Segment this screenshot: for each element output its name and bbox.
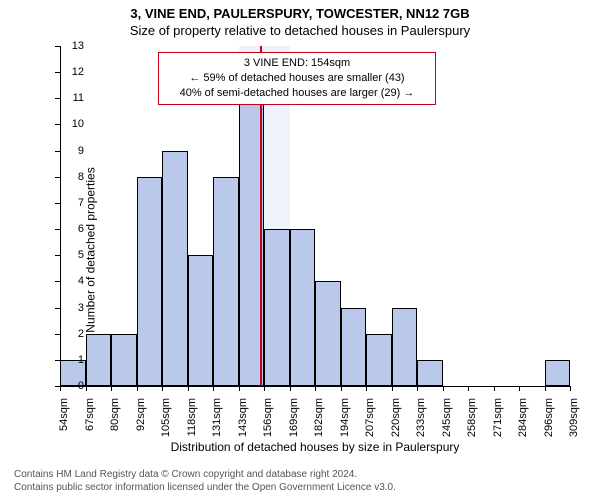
- y-tick-label: 4: [60, 275, 84, 287]
- histogram-bar: [417, 360, 443, 386]
- y-tick-label: 3: [60, 302, 84, 314]
- title-main: 3, VINE END, PAULERSPURY, TOWCESTER, NN1…: [0, 0, 600, 21]
- y-tick-label: 5: [60, 249, 84, 261]
- attribution: Contains HM Land Registry data © Crown c…: [14, 469, 396, 494]
- histogram-bar: [162, 151, 188, 386]
- histogram-bar: [392, 308, 418, 386]
- x-tick-label: 284sqm: [517, 398, 529, 437]
- y-tick-label: 2: [60, 328, 84, 340]
- y-tick-label: 6: [60, 223, 84, 235]
- x-tick-label: 309sqm: [568, 398, 580, 437]
- annotation-line3: 40% of semi-detached houses are larger (…: [165, 86, 429, 101]
- x-tick-label: 194sqm: [339, 398, 351, 437]
- y-tick-label: 13: [60, 40, 84, 52]
- y-tick-label: 8: [60, 171, 84, 183]
- histogram-bar: [290, 229, 316, 386]
- x-tick-label: 182sqm: [313, 398, 325, 437]
- histogram-bar: [86, 334, 112, 386]
- annotation-line2: ← 59% of detached houses are smaller (43…: [165, 71, 429, 86]
- histogram-bar: [111, 334, 137, 386]
- x-tick-label: 92sqm: [135, 398, 147, 431]
- histogram-bar: [213, 177, 239, 386]
- y-tick-label: 12: [60, 66, 84, 78]
- x-tick-label: 169sqm: [288, 398, 300, 437]
- x-tick-label: 105sqm: [160, 398, 172, 437]
- x-tick-label: 296sqm: [543, 398, 555, 437]
- histogram-bar: [188, 255, 214, 386]
- x-tick-label: 245sqm: [441, 398, 453, 437]
- attribution-line2: Contains public sector information licen…: [14, 482, 396, 495]
- histogram-bar: [137, 177, 163, 386]
- histogram-bar: [545, 360, 571, 386]
- histogram-bar: [341, 308, 367, 386]
- annotation-box: 3 VINE END: 154sqm← 59% of detached hous…: [158, 52, 436, 105]
- histogram-bar: [315, 281, 341, 386]
- x-tick-label: 143sqm: [237, 398, 249, 437]
- histogram-bar: [264, 229, 290, 386]
- x-tick-label: 258sqm: [466, 398, 478, 437]
- title-sub: Size of property relative to detached ho…: [0, 21, 600, 38]
- x-tick-label: 233sqm: [415, 398, 427, 437]
- y-tick-label: 9: [60, 145, 84, 157]
- y-tick-label: 10: [60, 118, 84, 130]
- x-tick-label: 156sqm: [262, 398, 274, 437]
- histogram-bar: [366, 334, 392, 386]
- x-tick-label: 220sqm: [390, 398, 402, 437]
- y-axis-line: [60, 46, 61, 386]
- annotation-line1: 3 VINE END: 154sqm: [165, 56, 429, 71]
- x-axis-label: Distribution of detached houses by size …: [60, 440, 570, 454]
- y-tick-label: 11: [60, 92, 84, 104]
- x-tick-label: 118sqm: [186, 398, 198, 436]
- x-tick-label: 67sqm: [84, 398, 96, 431]
- x-tick-label: 271sqm: [492, 398, 504, 437]
- y-tick-label: 1: [60, 354, 84, 366]
- x-tick-label: 80sqm: [109, 398, 121, 431]
- x-tick-mark: [570, 386, 571, 391]
- attribution-line1: Contains HM Land Registry data © Crown c…: [14, 469, 396, 482]
- y-tick-label: 7: [60, 197, 84, 209]
- x-tick-label: 207sqm: [364, 398, 376, 437]
- x-tick-label: 54sqm: [58, 398, 70, 431]
- x-axis-line: [60, 386, 570, 387]
- x-tick-label: 131sqm: [211, 398, 223, 437]
